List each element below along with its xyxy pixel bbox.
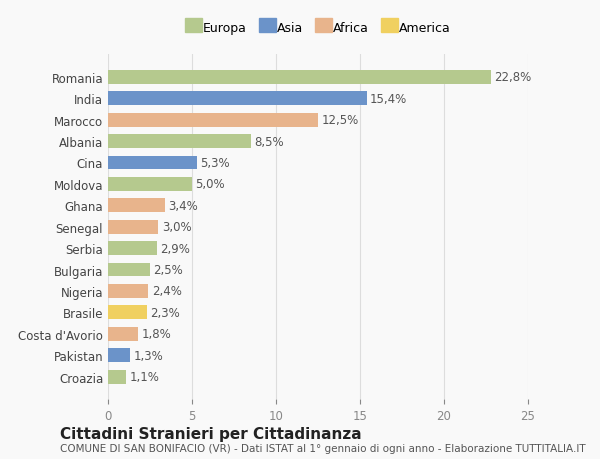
Bar [108,199,165,213]
Bar [108,306,146,319]
Text: 15,4%: 15,4% [370,93,407,106]
Bar [108,370,127,384]
Text: 8,5%: 8,5% [254,135,284,148]
Bar [108,263,150,277]
Bar [108,348,130,362]
Text: 5,0%: 5,0% [196,178,225,191]
Text: 2,4%: 2,4% [152,285,182,298]
Text: 2,3%: 2,3% [150,306,180,319]
Bar [108,241,157,256]
Text: Cittadini Stranieri per Cittadinanza: Cittadini Stranieri per Cittadinanza [60,426,362,442]
Legend: Europa, Asia, Africa, America: Europa, Asia, Africa, America [181,17,455,39]
Text: 3,0%: 3,0% [162,221,191,234]
Bar [108,135,251,149]
Bar [108,327,138,341]
Text: 22,8%: 22,8% [494,71,532,84]
Bar [108,178,192,191]
Text: 1,8%: 1,8% [142,328,172,341]
Text: 5,3%: 5,3% [200,157,230,170]
Text: 1,3%: 1,3% [133,349,163,362]
Bar [108,71,491,84]
Bar [108,156,197,170]
Text: 2,9%: 2,9% [160,242,190,255]
Bar [108,92,367,106]
Text: 2,5%: 2,5% [154,263,183,276]
Bar [108,284,148,298]
Bar [108,113,318,127]
Text: COMUNE DI SAN BONIFACIO (VR) - Dati ISTAT al 1° gennaio di ogni anno - Elaborazi: COMUNE DI SAN BONIFACIO (VR) - Dati ISTA… [60,443,586,453]
Text: 12,5%: 12,5% [322,114,359,127]
Text: 1,1%: 1,1% [130,370,160,383]
Text: 3,4%: 3,4% [169,199,198,213]
Bar [108,220,158,234]
